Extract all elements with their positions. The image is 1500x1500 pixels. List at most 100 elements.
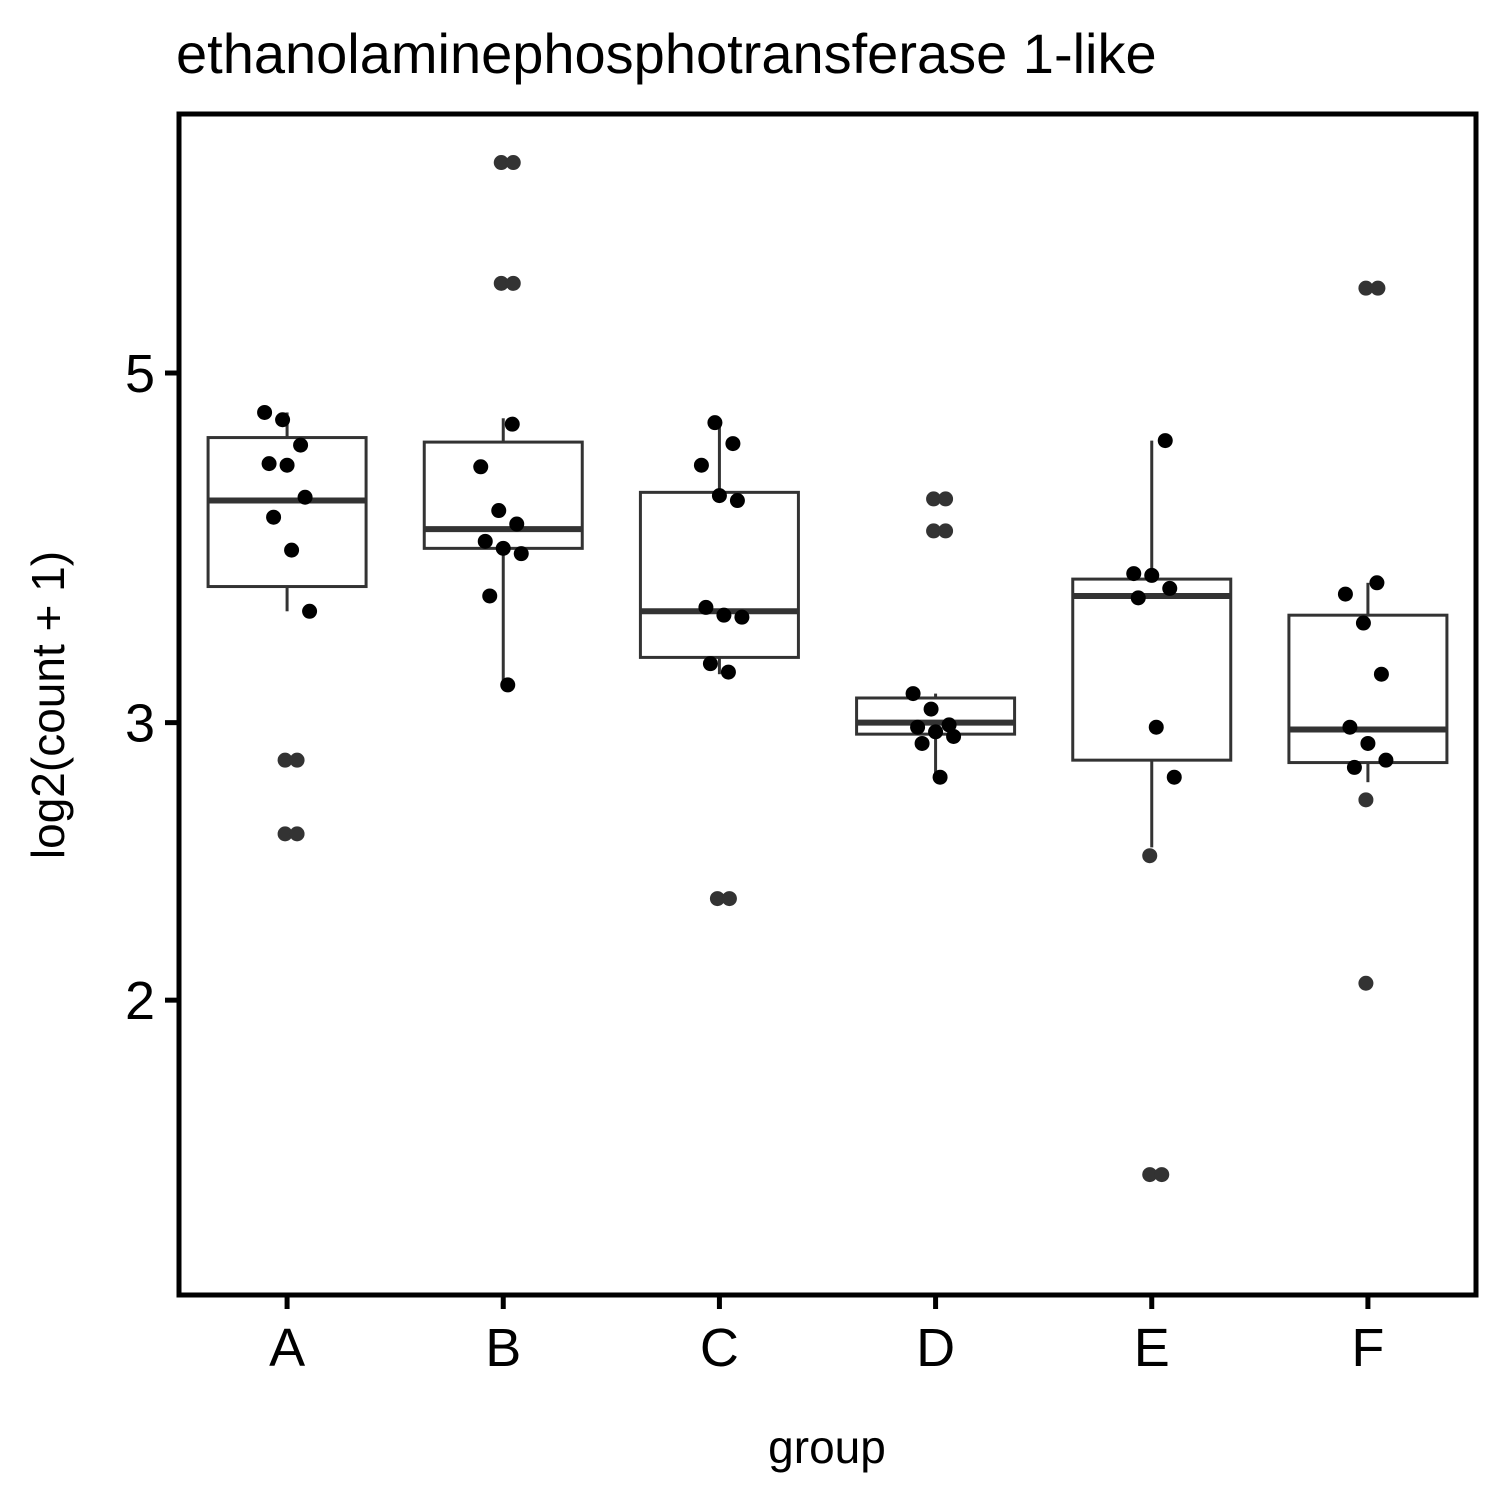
data-point [1346, 759, 1362, 775]
x-tick-label-b: B [485, 1318, 521, 1378]
data-point [1378, 752, 1394, 768]
outlier-point [277, 826, 293, 842]
outlier-point [1358, 792, 1374, 808]
plot-frame [176, 111, 1479, 1298]
points-b [473, 155, 529, 693]
x-axis: A B C D E F [269, 1295, 1384, 1378]
box-a [206, 412, 368, 612]
data-point [1126, 566, 1142, 582]
data-point [500, 677, 516, 693]
y-tick-label: 3 [125, 694, 155, 754]
data-point [1342, 719, 1358, 735]
x-tick-label-a: A [269, 1318, 305, 1378]
data-point [716, 607, 732, 623]
data-point [729, 493, 745, 509]
data-point [293, 437, 309, 453]
data-point [261, 456, 277, 472]
data-point [923, 701, 939, 717]
outlier-point [1370, 280, 1386, 296]
data-point [910, 719, 926, 735]
x-tick-label-f: F [1351, 1318, 1384, 1378]
data-point [1360, 735, 1376, 751]
data-point [504, 416, 520, 432]
data-point [946, 728, 962, 744]
box-iqr [638, 490, 800, 659]
data-point [702, 656, 718, 672]
data-point [707, 415, 723, 431]
points-e [1126, 433, 1182, 1183]
data-point [266, 509, 282, 525]
outlier-point [277, 752, 293, 768]
data-point [477, 533, 493, 549]
data-point [693, 457, 709, 473]
data-point [482, 588, 498, 604]
data-point [1369, 575, 1385, 591]
data-point [725, 436, 741, 452]
x-tick-label-e: E [1134, 1318, 1170, 1378]
outlier-point [926, 491, 942, 507]
y-axis: 2 3 5 [125, 344, 179, 1031]
outlier-point [721, 891, 737, 907]
outlier-point [493, 275, 509, 291]
box-iqr [422, 440, 584, 550]
data-point [1337, 586, 1353, 602]
data-point [1373, 666, 1389, 682]
y-tick-label: 5 [125, 344, 155, 404]
outlier-point [505, 275, 521, 291]
points-c [693, 415, 750, 907]
points-f [1337, 280, 1394, 991]
box-c [638, 422, 800, 675]
data-point [491, 503, 507, 519]
outlier-point [1142, 848, 1158, 864]
data-point [932, 769, 948, 785]
data-point [513, 546, 529, 562]
data-point [928, 724, 944, 740]
outlier-point [1142, 1167, 1158, 1183]
y-tick-label: 2 [125, 971, 155, 1031]
box-e [1071, 440, 1233, 848]
data-point [1355, 615, 1371, 631]
data-point [1144, 567, 1160, 583]
y-axis-title: log2(count + 1) [22, 551, 74, 859]
outlier-point [289, 826, 305, 842]
data-point [720, 664, 736, 680]
outlier-point [289, 752, 305, 768]
data-point [711, 488, 727, 504]
outlier-point [1358, 280, 1374, 296]
x-axis-title: group [768, 1421, 886, 1473]
data-point [473, 459, 489, 475]
outlier-point [938, 523, 954, 539]
outlier-point [1154, 1167, 1170, 1183]
box-f [1287, 582, 1449, 783]
data-point [279, 457, 295, 473]
data-point [257, 404, 273, 420]
box-layer [206, 412, 1449, 848]
outlier-point [926, 523, 942, 539]
x-tick-label-c: C [700, 1318, 739, 1378]
outlier-point [1358, 975, 1374, 991]
data-point [698, 599, 714, 615]
data-point [941, 717, 957, 733]
data-point [914, 735, 930, 751]
data-point [284, 542, 300, 558]
data-point [905, 686, 921, 702]
data-point [302, 603, 318, 619]
outlier-point [505, 155, 521, 171]
outlier-point [938, 491, 954, 507]
chart-title: ethanolaminephosphotransferase 1-like [176, 22, 1157, 85]
data-point [1148, 719, 1164, 735]
points-d [905, 491, 962, 785]
data-point [297, 489, 313, 505]
data-point [495, 540, 511, 556]
outlier-point [709, 891, 725, 907]
outlier-point [493, 155, 509, 171]
data-point [1157, 433, 1173, 449]
data-point [275, 412, 291, 428]
data-point [1166, 769, 1182, 785]
data-point [1162, 580, 1178, 596]
points-a [257, 404, 318, 842]
data-point [509, 516, 525, 532]
x-tick-label-d: D [916, 1318, 955, 1378]
data-point [734, 609, 750, 625]
